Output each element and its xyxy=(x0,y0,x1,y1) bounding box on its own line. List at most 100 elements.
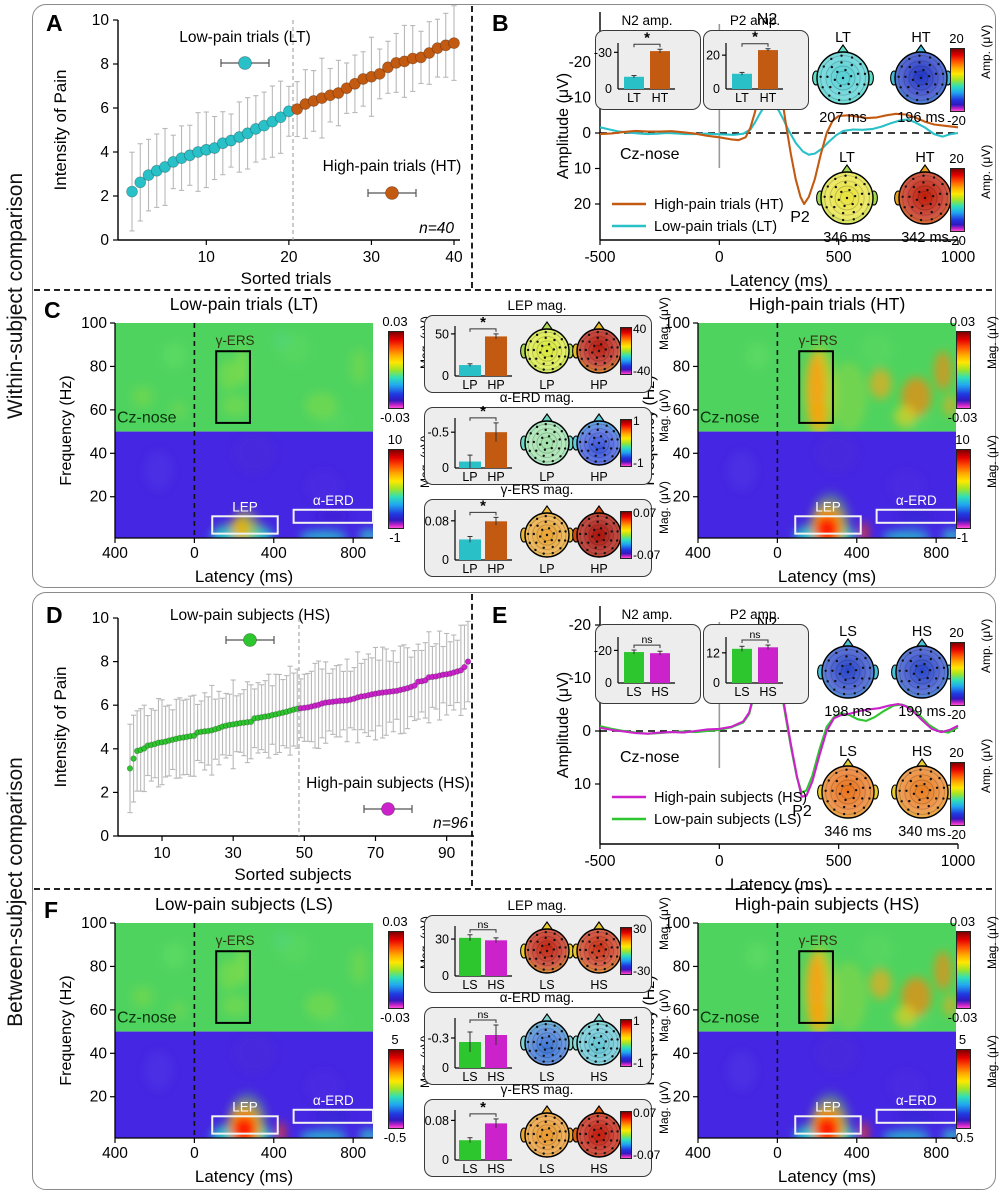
colorbar xyxy=(956,1049,971,1129)
magnitude-inset: -20 0 LS HS ns xyxy=(594,624,701,704)
svg-text:HP: HP xyxy=(487,562,504,576)
svg-text:Intensity of Pain: Intensity of Pain xyxy=(51,70,70,191)
lep-roi-box xyxy=(211,1115,279,1135)
svg-text:0: 0 xyxy=(442,369,449,383)
svg-text:400: 400 xyxy=(102,545,128,562)
topography-map xyxy=(817,758,879,819)
svg-text:8: 8 xyxy=(100,56,109,73)
svg-text:High-pain subjects (HS): High-pain subjects (HS) xyxy=(735,894,920,914)
svg-text:*: * xyxy=(480,314,486,331)
colorbar-min-label: -1 xyxy=(956,530,969,545)
svg-text:HS: HS xyxy=(651,685,668,699)
svg-text:20: 20 xyxy=(673,1089,691,1106)
colorbar xyxy=(620,927,632,975)
colorbar-max-label: 5 xyxy=(391,1032,399,1047)
svg-text:80: 80 xyxy=(90,358,108,375)
svg-text:High-pain trials (HT): High-pain trials (HT) xyxy=(323,158,462,175)
magnitude-inset: 0.08 0 LS HS * LS HS xyxy=(424,1099,652,1177)
panel-a-scatter: 0 2 4 6 8 10 10 20 30 40 Low-pain trials (LT) High-… xyxy=(51,5,463,288)
colorbar-max-label: 1 xyxy=(633,414,640,428)
svg-text:α-ERD: α-ERD xyxy=(896,1093,937,1108)
svg-text:199 ms: 199 ms xyxy=(898,704,946,720)
svg-text:-20: -20 xyxy=(569,617,592,634)
topography-map xyxy=(894,164,956,225)
svg-text:High-pain trials (HT): High-pain trials (HT) xyxy=(654,197,784,213)
svg-text:0: 0 xyxy=(190,545,199,562)
svg-text:High-pain subjects (HS): High-pain subjects (HS) xyxy=(306,775,470,792)
magnitude-inset-chart: -0.5 0 LP HP * LP HP xyxy=(427,403,626,484)
svg-text:*: * xyxy=(644,29,650,46)
svg-text:Frequency (Hz): Frequency (Hz) xyxy=(58,375,75,485)
svg-text:0: 0 xyxy=(713,82,720,96)
svg-text:400: 400 xyxy=(261,1145,287,1162)
svg-text:30: 30 xyxy=(225,845,243,862)
magnitude-inset-chart: 30 0 LS HS ns LS HS xyxy=(435,919,626,992)
svg-text:0: 0 xyxy=(582,125,591,142)
svg-text:4: 4 xyxy=(100,144,109,161)
lep-roi-box xyxy=(211,515,279,535)
svg-text:HT: HT xyxy=(760,91,777,105)
svg-text:0: 0 xyxy=(442,1061,449,1075)
svg-text:-10: -10 xyxy=(569,670,592,687)
svg-text:LT: LT xyxy=(839,150,855,166)
colorbar-max-label: 0.03 xyxy=(382,914,408,929)
svg-text:196 ms: 196 ms xyxy=(897,110,945,126)
svg-text:LS: LS xyxy=(462,978,477,992)
svg-text:1000: 1000 xyxy=(941,853,976,870)
svg-text:Intensity of Pain: Intensity of Pain xyxy=(51,667,70,788)
panel-letter-f: F xyxy=(44,897,59,923)
svg-text:Cz-nose: Cz-nose xyxy=(117,1010,177,1027)
colorbar xyxy=(950,168,965,232)
svg-text:207 ms: 207 ms xyxy=(819,110,867,126)
svg-text:0: 0 xyxy=(605,676,612,690)
svg-text:Low-pain trials (LT): Low-pain trials (LT) xyxy=(654,219,777,235)
panel-letter-d: D xyxy=(46,602,63,628)
colorbar-min-label: -0.5 xyxy=(951,1130,974,1145)
colorbar-min-label: -1 xyxy=(389,530,401,545)
svg-text:80: 80 xyxy=(673,358,691,375)
svg-text:LP: LP xyxy=(462,378,477,392)
svg-text:0: 0 xyxy=(773,1145,782,1162)
svg-text:Latency (ms): Latency (ms) xyxy=(730,271,828,290)
svg-text:100: 100 xyxy=(664,915,690,932)
magnitude-inset: -0.3 0 LS HS ns LS HS xyxy=(424,1007,652,1085)
svg-text:α-ERD: α-ERD xyxy=(896,493,937,508)
svg-text:10: 10 xyxy=(198,249,216,266)
colorbar-min-label: -0.03 xyxy=(947,410,978,425)
magnitude-inset: 20 0 LT HT * xyxy=(703,29,809,110)
svg-text:-0.3: -0.3 xyxy=(427,1032,449,1046)
svg-text:0.08: 0.08 xyxy=(425,514,449,528)
lep-roi-box xyxy=(794,515,862,535)
erp-curve-lt xyxy=(599,101,959,156)
magnitude-inset-chart: -0.3 0 LS HS ns LS HS xyxy=(427,1009,626,1084)
svg-text:Latency (ms): Latency (ms) xyxy=(778,567,876,586)
svg-text:Latency (ms): Latency (ms) xyxy=(730,875,828,894)
svg-text:800: 800 xyxy=(923,1145,949,1162)
magnitude-inset-title: N2 amp. xyxy=(621,607,673,622)
svg-text:80: 80 xyxy=(673,958,691,975)
lep-roi-box xyxy=(794,1115,862,1135)
svg-text:-20: -20 xyxy=(569,54,592,71)
svg-text:HS: HS xyxy=(590,978,607,992)
svg-text:10: 10 xyxy=(92,610,110,627)
svg-text:40: 40 xyxy=(90,1045,108,1062)
svg-text:LT: LT xyxy=(735,91,749,105)
svg-text:LT: LT xyxy=(835,30,851,46)
svg-text:10: 10 xyxy=(92,12,110,29)
svg-text:Latency (ms): Latency (ms) xyxy=(778,1167,876,1186)
svg-text:20: 20 xyxy=(90,1089,108,1106)
svg-text:Frequency (Hz): Frequency (Hz) xyxy=(58,975,75,1085)
svg-text:0: 0 xyxy=(442,969,449,983)
colorbar-max-label: 0.07 xyxy=(633,1106,657,1120)
svg-text:40: 40 xyxy=(90,445,108,462)
svg-text:1000: 1000 xyxy=(941,249,976,266)
divider-d-e xyxy=(471,594,473,886)
colorbar-max-label: 0.03 xyxy=(949,314,976,329)
svg-text:0: 0 xyxy=(605,82,612,96)
svg-text:*: * xyxy=(480,1099,486,1116)
svg-text:Low-pain subjects (LS): Low-pain subjects (LS) xyxy=(654,812,802,828)
svg-text:346 ms: 346 ms xyxy=(824,824,872,840)
svg-text:60: 60 xyxy=(90,402,108,419)
